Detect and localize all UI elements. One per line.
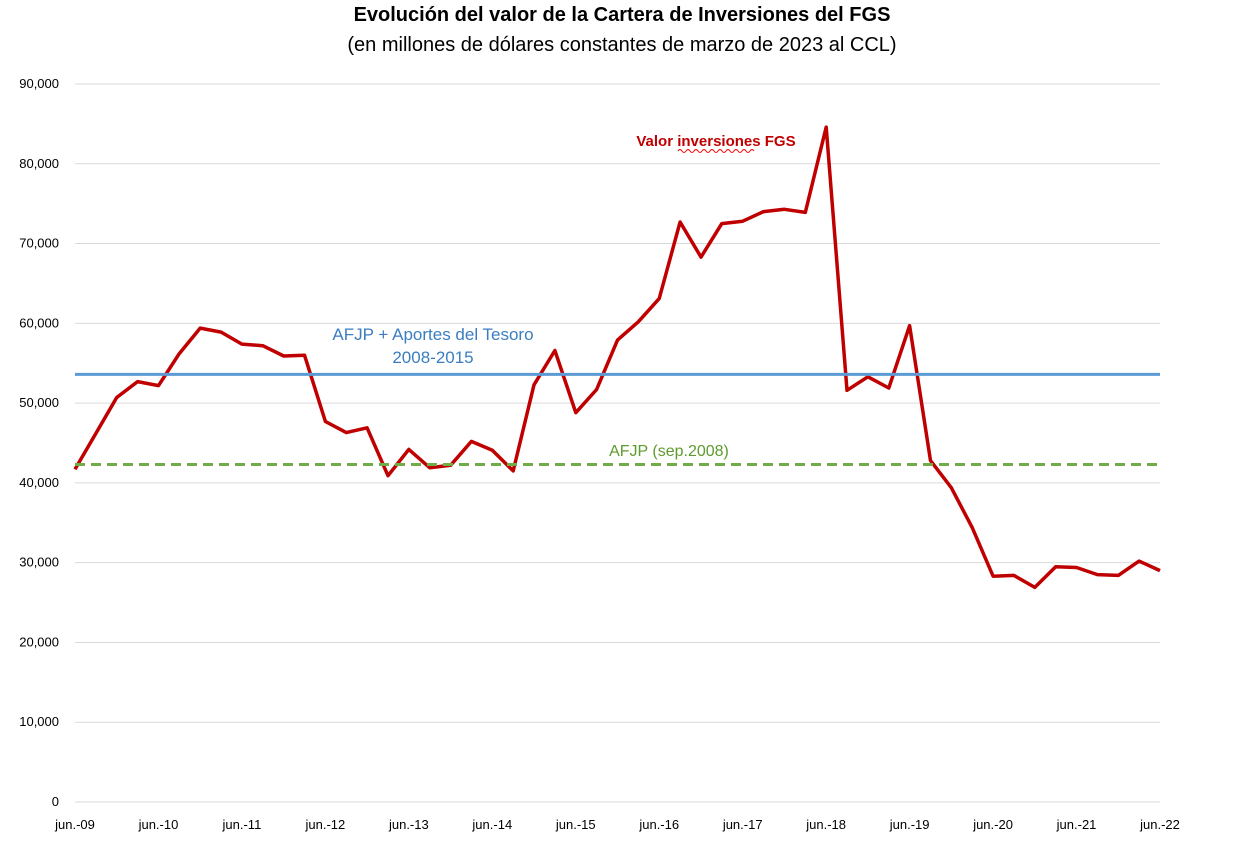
x-tick-label: jun.-14 xyxy=(471,817,512,832)
x-tick-label: jun.-10 xyxy=(138,817,179,832)
series-points xyxy=(74,126,1161,588)
x-tick-label: jun.-09 xyxy=(54,817,95,832)
x-tick-label: jun.-21 xyxy=(1056,817,1097,832)
y-axis-ticks: 0 10,000 20,000 30,000 40,000 50,000 60,000 70,… xyxy=(19,76,59,809)
x-tick-label: jun.-13 xyxy=(388,817,429,832)
annotation-fgs-squiggle xyxy=(677,149,755,153)
x-tick-label: jun.-15 xyxy=(555,817,596,832)
annotation-green-label: AFJP (sep.2008) xyxy=(609,443,729,460)
x-tick-label: jun.-12 xyxy=(305,817,346,832)
chart-subtitle: (en millones de dólares constantes de ma… xyxy=(347,34,897,56)
y-tick-label: 50,000 xyxy=(19,395,59,410)
annotation-blue-line2: 2008-2015 xyxy=(392,348,473,367)
y-tick-label: 30,000 xyxy=(19,555,59,570)
x-tick-label: jun.-16 xyxy=(638,817,679,832)
annotation-blue-line1: AFJP + Aportes del Tesoro xyxy=(332,325,533,344)
y-tick-label: 80,000 xyxy=(19,156,59,171)
y-tick-label: 0 xyxy=(52,794,59,809)
x-tick-label: jun.-20 xyxy=(972,817,1013,832)
y-tick-label: 90,000 xyxy=(19,76,59,91)
y-tick-label: 40,000 xyxy=(19,475,59,490)
series-line-0 xyxy=(73,125,1161,590)
x-tick-label: jun.-22 xyxy=(1139,817,1180,832)
x-tick-label: jun.-11 xyxy=(222,817,262,832)
y-tick-label: 20,000 xyxy=(19,634,59,649)
x-tick-label: jun.-17 xyxy=(722,817,763,832)
gridlines xyxy=(75,83,1160,803)
y-tick-label: 70,000 xyxy=(19,236,59,251)
series-lines xyxy=(73,125,1161,590)
x-tick-label: jun.-19 xyxy=(889,817,930,832)
annotation-fgs-label: Valor inversiones FGS xyxy=(636,133,795,150)
y-tick-label: 60,000 xyxy=(19,315,59,330)
chart-title: Evolución del valor de la Cartera de Inv… xyxy=(353,4,891,26)
y-tick-label: 10,000 xyxy=(19,714,59,729)
x-axis-ticks: jun.-09 jun.-10 jun.-11 jun.-12 jun.-13 jun.-… xyxy=(54,817,1180,832)
x-tick-label: jun.-18 xyxy=(805,817,846,832)
